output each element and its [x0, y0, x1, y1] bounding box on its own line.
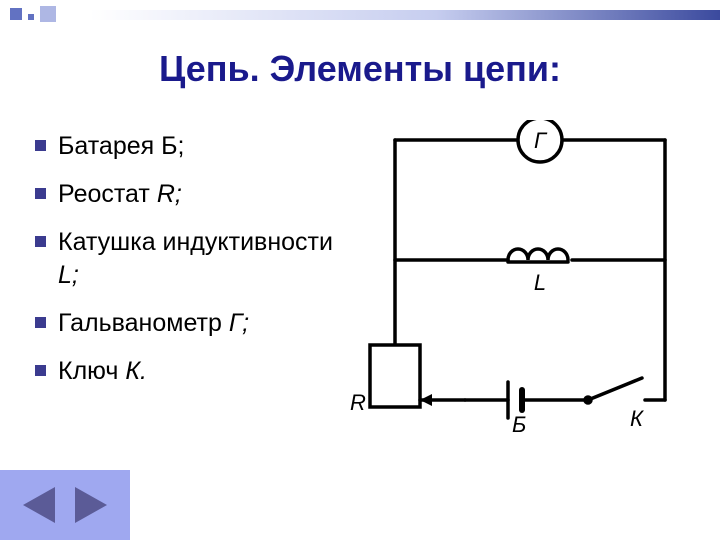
bullet-icon — [35, 188, 46, 199]
bullet-symbol: R; — [157, 180, 182, 208]
rheostat-label: R — [350, 390, 366, 415]
bullet-list: Батарея Б; Реостат R; Катушка индуктивно… — [35, 130, 335, 403]
bullet-label: Реостат — [58, 180, 157, 208]
inductor-label: L — [534, 270, 546, 295]
header-svg — [0, 0, 720, 30]
list-item: Катушка индуктивности L; — [35, 226, 335, 294]
bullet-symbol: Г; — [229, 309, 249, 337]
bullet-label: Батарея Б; — [58, 132, 184, 160]
bullet-symbol: К. — [125, 357, 147, 385]
galvanometer-label: Г — [534, 128, 548, 153]
battery-label: Б — [512, 412, 526, 437]
list-item: Батарея Б; — [35, 130, 335, 164]
bullet-label: Катушка индуктивности — [58, 228, 333, 256]
list-item: Реостат R; — [35, 178, 335, 212]
bullet-label: Гальванометр — [58, 309, 229, 337]
bullet-label: Ключ — [58, 357, 125, 385]
bullet-symbol: L; — [58, 261, 79, 289]
circuit-svg: Г L R Б К — [340, 120, 700, 440]
circuit-diagram: Г L R Б К — [340, 120, 700, 440]
bullet-icon — [35, 317, 46, 328]
bullet-icon — [35, 236, 46, 247]
slide-title: Цепь. Элементы цепи: — [0, 48, 720, 90]
prev-arrow-icon[interactable] — [17, 483, 61, 527]
nav-controls — [0, 470, 130, 540]
next-arrow-icon[interactable] — [69, 483, 113, 527]
list-item: Ключ К. — [35, 355, 335, 389]
bullet-icon — [35, 365, 46, 376]
slide-header-decoration — [0, 0, 720, 30]
switch-label: К — [630, 406, 644, 431]
list-item: Гальванометр Г; — [35, 307, 335, 341]
bullet-icon — [35, 140, 46, 151]
